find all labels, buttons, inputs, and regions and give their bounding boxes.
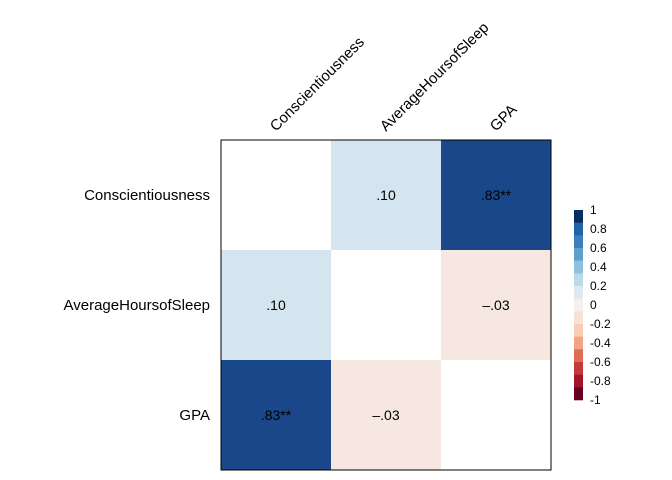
heatmap-cell-gpa-averagehoursofsleep <box>331 360 441 470</box>
row-labels: Conscientiousness AverageHoursofSleep GPA <box>64 187 210 424</box>
heatmap-cell-conscientiousness-averagehoursofsleep <box>331 140 441 250</box>
heatmap-cell-averagehoursofsleep-gpa <box>441 250 551 360</box>
legend-tick-label: -0.8 <box>590 374 611 388</box>
legend-band <box>574 273 583 287</box>
cell-label-gpa-conscientiousness: .83** <box>261 407 292 423</box>
color-legend-ticks: 1 0.8 0.6 0.4 0.2 0 -0.2 -0.4 -0.6 -0.8 -1 <box>590 203 611 407</box>
legend-band <box>574 336 583 350</box>
heatmap-cell-conscientiousness-conscientiousness <box>221 140 331 250</box>
row-label-conscientiousness: Conscientiousness <box>84 187 210 204</box>
cell-label-averagehoursofsleep-conscientiousness: .10 <box>266 297 286 313</box>
column-label-averagehoursofsleep: AverageHoursofSleep <box>377 19 493 135</box>
cell-label-averagehoursofsleep-gpa: –.03 <box>482 297 509 313</box>
color-legend: 1 0.8 0.6 0.4 0.2 0 -0.2 -0.4 -0.6 -0.8 -1 <box>574 203 611 407</box>
heatmap-border <box>220 139 552 471</box>
legend-band <box>574 349 583 363</box>
cell-label-gpa-averagehoursofsleep: –.03 <box>372 407 399 423</box>
legend-tick-label: 0.4 <box>590 260 607 274</box>
row-label-gpa: GPA <box>179 407 210 424</box>
heatmap-cell-averagehoursofsleep-averagehoursofsleep <box>331 250 441 360</box>
legend-band <box>574 374 583 388</box>
heatmap-cell-conscientiousness-gpa <box>441 140 551 250</box>
cell-label-conscientiousness-averagehoursofsleep: .10 <box>376 187 396 203</box>
legend-tick-label: 0.8 <box>590 222 607 236</box>
legend-band <box>574 248 583 261</box>
legend-tick-label: 0 <box>590 298 597 312</box>
legend-band <box>574 235 583 249</box>
cell-label-conscientiousness-gpa: .83** <box>481 187 512 203</box>
legend-tick-label: 0.6 <box>590 241 607 255</box>
legend-band <box>574 222 583 236</box>
legend-band <box>574 298 583 312</box>
heatmap-cell-gpa-gpa <box>441 360 551 470</box>
heatmap-cell-gpa-conscientiousness <box>221 360 331 470</box>
legend-tick-label: -1 <box>590 393 601 407</box>
legend-band <box>574 362 583 375</box>
legend-tick-label: -0.4 <box>590 336 611 350</box>
legend-band <box>574 260 583 274</box>
color-legend-bands <box>574 210 583 401</box>
legend-band <box>574 311 583 325</box>
heatmap-cells <box>221 140 551 470</box>
heatmap-cell-labels: .10 .83** .10 –.03 .83** –.03 <box>261 187 512 423</box>
legend-band <box>574 324 583 337</box>
legend-band <box>574 210 583 223</box>
legend-tick-label: 1 <box>590 203 597 217</box>
legend-tick-label: -0.6 <box>590 355 611 369</box>
legend-band <box>574 286 583 299</box>
column-label-conscientiousness: Conscientiousness <box>267 34 368 135</box>
heatmap-cell-averagehoursofsleep-conscientiousness <box>221 250 331 360</box>
legend-tick-label: 0.2 <box>590 279 607 293</box>
legend-tick-label: -0.2 <box>590 317 611 331</box>
column-label-gpa: GPA <box>487 101 521 135</box>
row-label-averagehoursofsleep: AverageHoursofSleep <box>64 297 210 314</box>
legend-band <box>574 387 583 401</box>
